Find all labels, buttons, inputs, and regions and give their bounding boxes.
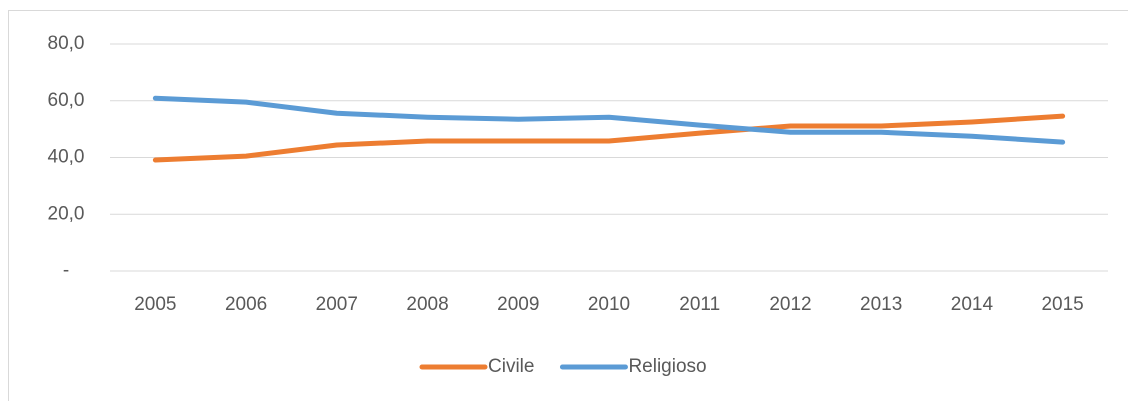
x-tick-label: 2010 (588, 294, 630, 315)
line-series (152, 95, 1066, 145)
chart-frame (8, 10, 1128, 401)
legend-label: Religioso (628, 356, 706, 377)
line-series (152, 113, 1066, 163)
x-tick-label: 2014 (951, 294, 994, 315)
y-tick-label: 20,0 (48, 203, 85, 224)
y-tick-label: 80,0 (48, 33, 85, 54)
x-tick-label: 2006 (225, 294, 267, 315)
x-tick-label: 2005 (134, 294, 176, 315)
x-tick-label: 2012 (769, 294, 811, 315)
x-tick-label: 2007 (316, 294, 358, 315)
x-tick-label: 2008 (406, 294, 448, 315)
x-tick-label: 2013 (860, 294, 902, 315)
y-tick-label: 60,0 (48, 90, 85, 111)
legend-label: Civile (488, 356, 534, 377)
x-tick-label: 2009 (497, 294, 539, 315)
y-tick-label: 40,0 (48, 147, 85, 168)
x-tick-label: 2015 (1041, 294, 1083, 315)
x-tick-label: 2011 (679, 294, 720, 315)
y-tick-label: - (63, 260, 69, 281)
